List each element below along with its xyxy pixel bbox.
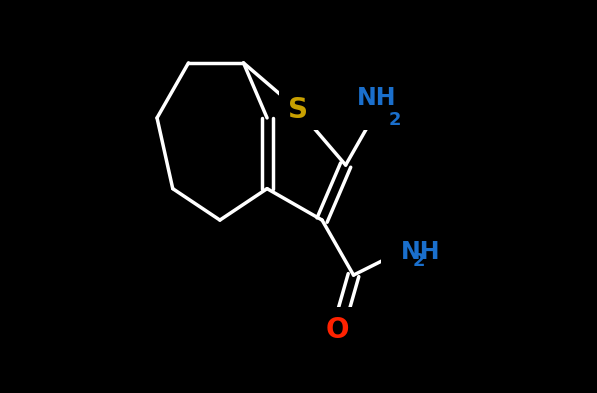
Text: 2: 2 xyxy=(413,252,425,270)
Bar xyxy=(279,86,318,130)
Text: NH: NH xyxy=(401,239,440,264)
Bar xyxy=(318,307,358,350)
Text: O: O xyxy=(326,316,350,344)
Bar xyxy=(358,86,426,130)
Bar xyxy=(381,228,450,271)
Text: S: S xyxy=(288,96,309,124)
Text: 2: 2 xyxy=(389,111,401,129)
Text: NH: NH xyxy=(358,86,397,110)
